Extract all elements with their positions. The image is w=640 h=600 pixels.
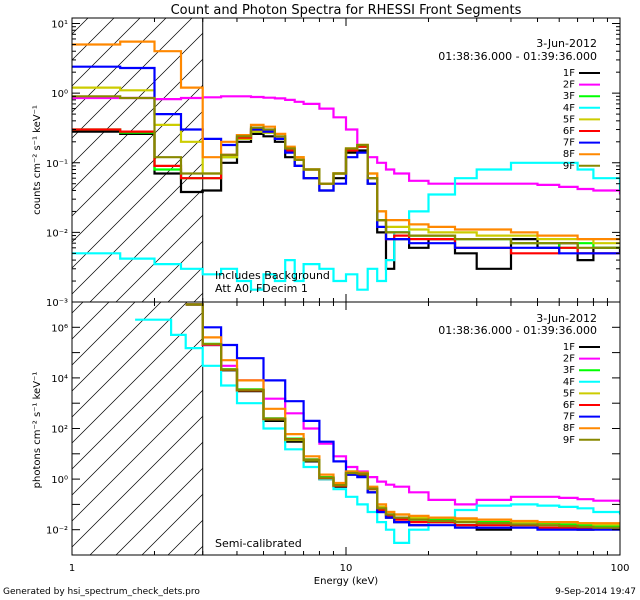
top-y-tick-label: 10⁻² bbox=[46, 228, 68, 239]
bot-y-tick-label: 10⁴ bbox=[51, 374, 68, 385]
x-axis-label: Energy (keV) bbox=[314, 576, 379, 587]
bot-legend-label: 3F bbox=[563, 365, 575, 376]
top-legend-label: 5F bbox=[563, 114, 575, 125]
top-legend-label: 9F bbox=[563, 161, 575, 172]
x-tick-label: 10 bbox=[340, 563, 353, 574]
bot-series-4F bbox=[135, 318, 620, 544]
bottom-time-range-label: 01:38:36.000 - 01:39:36.000 bbox=[438, 324, 597, 337]
bot-legend-label: 5F bbox=[563, 388, 575, 399]
top-hatch-line bbox=[72, 18, 193, 139]
bot-legend-label: 7F bbox=[563, 412, 575, 423]
top-hatch-region bbox=[0, 18, 620, 302]
top-y-axis-label: counts cm⁻² s⁻¹ keV⁻¹ bbox=[32, 105, 43, 215]
top-series-group bbox=[72, 40, 620, 291]
top-date-label: 3-Jun-2012 bbox=[536, 37, 597, 50]
top-legend-label: 1F bbox=[563, 68, 575, 79]
bot-legend-label: 4F bbox=[563, 377, 575, 388]
bottom-date-label: 3-Jun-2012 bbox=[536, 312, 597, 325]
chart-title: Count and Photon Spectra for RHESSI Fron… bbox=[171, 3, 522, 18]
top-hatch-line bbox=[72, 18, 167, 113]
x-tick-label: 100 bbox=[610, 563, 629, 574]
bot-series-7F bbox=[185, 303, 620, 531]
top-series-4F bbox=[72, 161, 620, 291]
top-hatch-line bbox=[72, 18, 245, 191]
bot-legend-label: 8F bbox=[563, 423, 575, 434]
top-legend-label: 6F bbox=[563, 126, 575, 137]
top-legend-label: 7F bbox=[563, 138, 575, 149]
bot-legend-label: 6F bbox=[563, 400, 575, 411]
bottom-annotation-semicalibrated: Semi-calibrated bbox=[215, 537, 302, 550]
top-legend-label: 2F bbox=[563, 80, 575, 91]
top-y-tick-label: 10¹ bbox=[51, 20, 68, 31]
bot-hatch-line bbox=[72, 302, 188, 418]
bottom-axes: 10⁻² 10⁰ 10² 10⁴ 10⁶ 1 10 100 bbox=[46, 302, 630, 574]
bot-hatch-line bbox=[72, 302, 162, 392]
top-legend-label: 3F bbox=[563, 91, 575, 102]
bot-series-9F bbox=[185, 303, 620, 529]
top-series-7F bbox=[72, 65, 620, 255]
top-series-9F bbox=[72, 95, 620, 249]
count-spectrum-panel: 10⁻³ 10⁻² 10⁻¹ 10⁰ 10¹ 3-Jun-2012 01:38:36.0… bbox=[0, 17, 621, 309]
top-series-2F bbox=[72, 95, 620, 195]
x-tick-label: 1 bbox=[69, 563, 75, 574]
top-hatch-mask bbox=[202, 18, 620, 302]
top-hatch-line bbox=[72, 18, 219, 165]
top-time-range-label: 01:38:36.000 - 01:39:36.000 bbox=[438, 50, 597, 63]
bot-legend-label: 2F bbox=[563, 354, 575, 365]
bottom-series-group bbox=[135, 303, 620, 544]
top-legend-label: 4F bbox=[563, 103, 575, 114]
bot-y-tick-label: 10² bbox=[51, 425, 68, 436]
top-y-tick-label: 10⁰ bbox=[51, 89, 68, 100]
footer-timestamp: 9-Sep-2014 19:47 bbox=[555, 587, 636, 597]
top-legend-label: 8F bbox=[563, 149, 575, 160]
bot-hatch-line bbox=[0, 302, 31, 555]
top-hatch-line bbox=[0, 18, 36, 302]
top-hatch-line bbox=[72, 18, 89, 35]
bot-hatch-line bbox=[72, 302, 240, 470]
top-y-tick-label: 10⁻¹ bbox=[46, 159, 68, 170]
bot-legend-label: 9F bbox=[563, 435, 575, 446]
top-hatch-line bbox=[72, 18, 141, 87]
bot-y-tick-label: 10⁶ bbox=[51, 323, 68, 334]
top-annotation-background: Includes Background bbox=[215, 269, 330, 282]
photon-spectrum-panel: 10⁻² 10⁰ 10² 10⁴ 10⁶ 1 10 100 3-Jun-2012 01:38:… bbox=[0, 301, 630, 574]
bottom-y-axis-label: photons cm⁻² s⁻¹ keV⁻¹ bbox=[32, 372, 43, 489]
top-annotation-attenuator: Att A0, FDecim 1 bbox=[215, 282, 308, 295]
bot-hatch-line bbox=[0, 302, 57, 555]
footer-generated-by: Generated by hsi_spectrum_check_dets.pro bbox=[3, 587, 200, 597]
bot-hatch-line bbox=[72, 302, 136, 366]
bot-hatch-line bbox=[0, 302, 5, 555]
bot-y-tick-label: 10⁰ bbox=[51, 475, 68, 486]
top-axes: 10⁻³ 10⁻² 10⁻¹ 10⁰ 10¹ bbox=[46, 18, 620, 309]
bot-y-tick-label: 10⁻² bbox=[46, 526, 68, 537]
bot-legend-label: 1F bbox=[563, 342, 575, 353]
top-y-tick-label: 10⁻³ bbox=[46, 298, 68, 309]
bot-hatch-line bbox=[72, 302, 214, 444]
